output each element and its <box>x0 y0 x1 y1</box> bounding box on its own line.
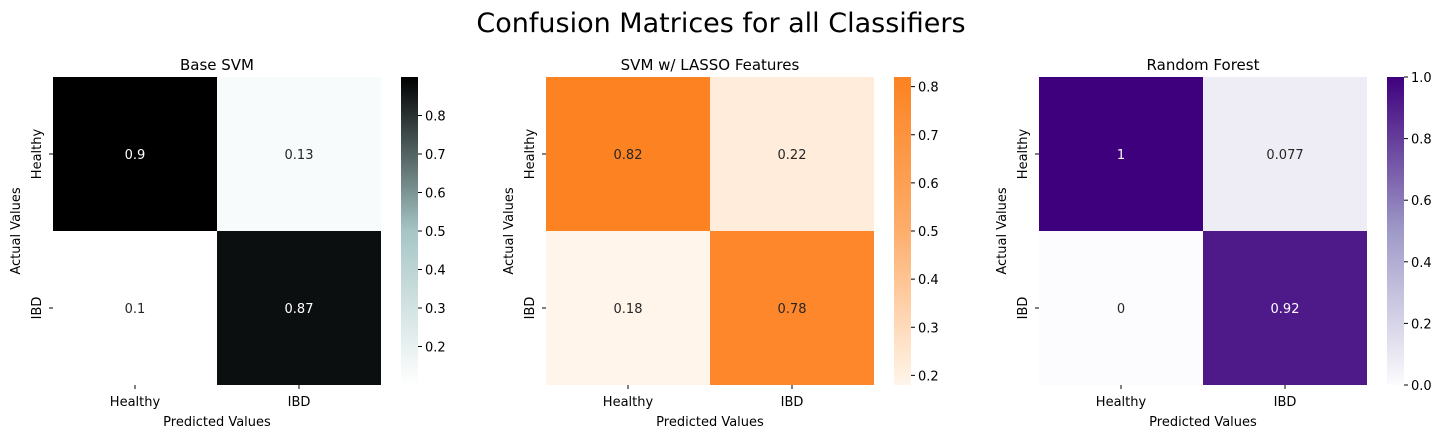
heatmap-cell <box>1203 77 1367 231</box>
colorbar-tick-label: 0.7 <box>918 129 939 144</box>
x-tick-label: IBD <box>288 395 311 410</box>
heatmap-panel: Random Forest 1 0.077 0 0.92 Healthy IBD Predic… <box>995 56 1432 430</box>
y-axis-label: Actual Values <box>502 187 517 275</box>
y-tick-label: IBD <box>30 297 45 320</box>
colorbar-tick-label: 0.3 <box>918 321 939 336</box>
colorbar-tick-label: 0.7 <box>425 148 446 163</box>
cell-value-label: 0.78 <box>778 302 807 317</box>
x-tick-label: Healthy <box>603 395 654 410</box>
colorbar-tick-label: 0.0 <box>1411 379 1432 394</box>
cell-value-label: 0.1 <box>125 302 146 317</box>
cell-value-label: 0.9 <box>125 148 146 163</box>
y-axis-label: Actual Values <box>995 187 1010 275</box>
colorbar <box>1387 77 1404 385</box>
heatmap-cell <box>53 77 217 231</box>
colorbar-tick-label: 0.8 <box>425 110 446 125</box>
y-tick-label: Healthy <box>523 129 538 180</box>
heatmap-cell <box>1039 77 1203 231</box>
panel-title: SVM w/ LASSO Features <box>621 56 800 74</box>
x-tick-label: IBD <box>781 395 804 410</box>
cell-value-label: 0.13 <box>285 148 314 163</box>
heatmap-cell <box>710 77 874 231</box>
x-tick-label: Healthy <box>1096 395 1147 410</box>
x-axis-label: Predicted Values <box>1149 415 1257 430</box>
cell-value-label: 0.87 <box>285 302 314 317</box>
cell-value-label: 0.18 <box>614 302 643 317</box>
colorbar-tick-label: 0.4 <box>918 273 939 288</box>
heatmap-panels: Base SVM 0.9 0.13 0.1 0.87 Healthy IBD Predicte… <box>9 56 1432 430</box>
colorbar-tick-label: 1.0 <box>1411 71 1432 86</box>
panel-title: Random Forest <box>1147 56 1260 74</box>
heatmap-panel: Base SVM 0.9 0.13 0.1 0.87 Healthy IBD Predicte… <box>9 56 446 430</box>
x-axis-label: Predicted Values <box>656 415 764 430</box>
cell-value-label: 0.077 <box>1266 148 1303 163</box>
cell-value-label: 0.82 <box>614 148 643 163</box>
heatmap-cell <box>1203 231 1367 385</box>
heatmap-cell <box>217 77 381 231</box>
x-tick-label: Healthy <box>110 395 161 410</box>
heatmap-cell <box>217 231 381 385</box>
colorbar-tick-label: 0.8 <box>1411 133 1432 148</box>
colorbar-tick-label: 0.6 <box>1411 194 1432 209</box>
colorbar <box>401 77 418 385</box>
heatmap-cell <box>53 231 217 385</box>
colorbar-tick-label: 0.5 <box>425 225 446 240</box>
cell-value-label: 0.22 <box>778 148 807 163</box>
y-axis-label: Actual Values <box>9 187 24 275</box>
y-tick-label: Healthy <box>1016 129 1031 180</box>
colorbar <box>894 77 911 385</box>
colorbar-tick-label: 0.6 <box>918 177 939 192</box>
x-tick-label: IBD <box>1274 395 1297 410</box>
heatmap-cell <box>1039 231 1203 385</box>
colorbar-tick-label: 0.4 <box>1411 256 1432 271</box>
y-tick-label: IBD <box>1016 297 1031 320</box>
panel-title: Base SVM <box>180 56 254 74</box>
heatmap-cell <box>546 231 710 385</box>
colorbar-tick-label: 0.3 <box>425 302 446 317</box>
cell-value-label: 0.92 <box>1271 302 1300 317</box>
y-tick-label: IBD <box>523 297 538 320</box>
colorbar-tick-label: 0.4 <box>425 264 446 279</box>
heatmap-panel: SVM w/ LASSO Features 0.82 0.22 0.18 0.78 Hea… <box>502 56 939 430</box>
heatmap-cell <box>546 77 710 231</box>
colorbar-tick-label: 0.2 <box>425 341 446 356</box>
x-axis-label: Predicted Values <box>163 415 271 430</box>
colorbar-tick-label: 0.5 <box>918 225 939 240</box>
colorbar-tick-label: 0.8 <box>918 81 939 96</box>
y-tick-label: Healthy <box>30 129 45 180</box>
figure-title: Confusion Matrices for all Classifiers <box>476 8 965 39</box>
colorbar-tick-label: 0.6 <box>425 187 446 202</box>
cell-value-label: 0 <box>1117 302 1125 317</box>
heatmap-cell <box>710 231 874 385</box>
colorbar-tick-label: 0.2 <box>1411 317 1432 332</box>
colorbar-tick-label: 0.2 <box>918 369 939 384</box>
cell-value-label: 1 <box>1117 148 1125 163</box>
